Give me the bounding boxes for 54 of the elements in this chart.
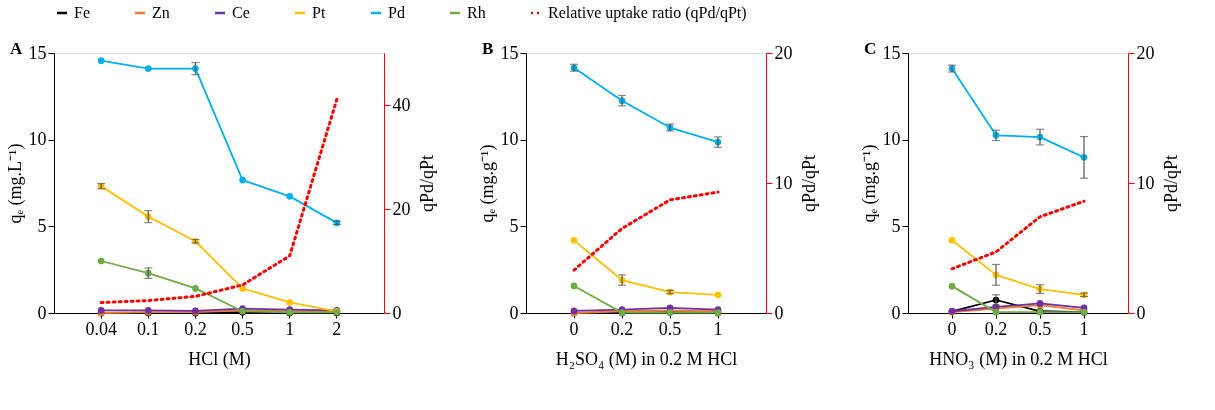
chart-title: B — [482, 39, 494, 58]
legend-label: Rh — [467, 4, 486, 21]
y2-tick-label: 10 — [1136, 172, 1155, 193]
legend-label: Pt — [312, 4, 326, 21]
x-tick-label: 1 — [713, 318, 723, 339]
y-tick-label: 5 — [37, 215, 47, 236]
legend-label: Ce — [232, 4, 250, 21]
legend-label: Relative uptake ratio (qPd/qPt) — [548, 4, 747, 22]
x-tick-label: 1 — [1079, 318, 1089, 339]
y2-tick-label: 0 — [392, 302, 402, 323]
y2-tick-label: 0 — [774, 302, 784, 323]
y2-tick-label: 20 — [1136, 42, 1155, 63]
x-tick-label: 0 — [569, 318, 579, 339]
x-tick-label: 0.5 — [1028, 318, 1052, 339]
x-tick-label: 1 — [285, 318, 295, 339]
x-axis-title: HCl (M) — [188, 348, 251, 370]
x-tick-label: 0.5 — [231, 318, 254, 339]
x-tick-label: 0 — [947, 318, 957, 339]
y-tick-label: 15 — [882, 42, 901, 63]
x-axis-title: H₂SO₄ (M) in 0.2 M HCl — [555, 348, 738, 370]
y-tick-label: 5 — [891, 215, 901, 236]
legend-label: Pd — [388, 4, 405, 21]
y-tick-label: 10 — [500, 129, 519, 150]
y2-axis-title: qPd/qPt — [416, 154, 437, 213]
y-tick-label: 10 — [28, 129, 47, 150]
y-axis-title: qₑ (mg.g⁻¹) — [858, 144, 880, 223]
y-tick-label: 10 — [882, 129, 901, 150]
y-axis-title: qₑ (mg.L⁻¹) — [4, 143, 26, 224]
x-tick-label: 2 — [332, 318, 342, 339]
y2-tick-label: 10 — [774, 172, 793, 193]
x-tick-label: 0.2 — [984, 318, 1008, 339]
x-tick-label: 0.1 — [137, 318, 160, 339]
x-axis-title: HNO₃ (M) in 0.2 M HCl — [929, 348, 1108, 370]
y-tick-label: 0 — [509, 302, 519, 323]
legend-label: Fe — [74, 4, 90, 21]
y-tick-label: 15 — [28, 42, 47, 63]
y-tick-label: 0 — [37, 302, 47, 323]
y2-tick-label: 0 — [1136, 302, 1146, 323]
chart-title: C — [864, 39, 877, 58]
y-tick-label: 5 — [509, 215, 519, 236]
x-tick-label: 0.2 — [184, 318, 207, 339]
y2-axis-title: qPd/qPt — [798, 154, 819, 213]
y2-tick-label: 40 — [392, 94, 411, 115]
y-axis-title: qₑ (mg.g⁻¹) — [476, 144, 498, 223]
x-tick-label: 0.5 — [658, 318, 682, 339]
legend-label: Zn — [152, 4, 170, 21]
y-tick-label: 15 — [500, 42, 519, 63]
y-tick-label: 0 — [891, 302, 901, 323]
x-tick-label: 0.2 — [610, 318, 634, 339]
y2-tick-label: 20 — [392, 198, 411, 219]
y2-axis-title: qPd/qPt — [1160, 154, 1181, 213]
chart-title: A — [10, 39, 23, 58]
x-tick-label: 0.04 — [85, 318, 117, 339]
y2-tick-label: 20 — [774, 42, 793, 63]
